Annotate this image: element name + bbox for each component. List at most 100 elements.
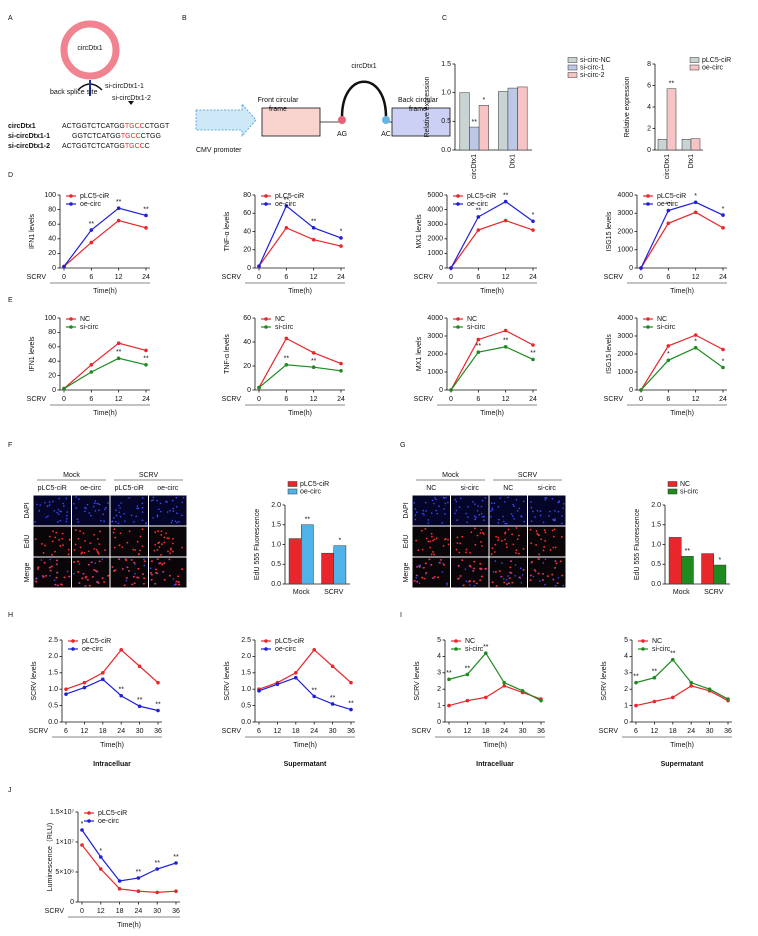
significance: ** [685,548,691,555]
edu-spot [537,572,540,575]
point [502,680,507,685]
seq-name: si-circDtx1-2 [8,143,50,150]
nucleus [159,502,162,505]
legend-label: si-circ-NC [580,57,611,64]
nucleus [542,562,545,564]
circ-rna [60,20,120,80]
y-axis-label: IFN1 levels [29,336,36,372]
nucleus [415,511,418,514]
nucleus [477,505,479,507]
edu-spot [455,548,458,551]
nucleus [156,515,159,518]
x-tick-label: 6 [447,728,451,735]
nucleus [160,510,162,513]
point [155,867,159,871]
significance: ** [116,199,122,206]
y-tick-label: 100 [44,315,56,322]
significance: * [667,351,670,358]
point [671,695,675,700]
point [156,680,160,685]
caption: Supermatant [661,761,704,768]
edu-spot [67,553,70,556]
panel-label: E [8,297,13,304]
row-label: EdU [24,535,31,549]
edu-spot [163,536,166,539]
point [447,677,451,682]
nucleus [49,558,51,561]
edu-spot [163,578,166,581]
edu-spot [175,580,178,583]
legend-label: si-circ [680,488,699,495]
sirna-label: si-circDtx1-1 [105,83,144,90]
edu-spot [416,565,419,568]
point [693,333,698,337]
seq-part: C [145,143,150,150]
nucleus [530,506,533,509]
y-axis-label: ISG15 levels [606,211,613,251]
edu-spot [77,537,80,540]
nucleus [125,579,128,582]
y-tick-label: 1.5 [271,522,281,529]
edu-spot [42,552,45,554]
series-line [450,346,534,391]
nucleus [465,580,468,583]
front-frame [261,107,321,137]
point [284,204,289,208]
edu-spot [50,569,52,572]
y-tick-label: 1.0 [651,541,661,548]
nucleus [130,514,133,517]
edu-spot [522,548,525,550]
point [330,702,335,706]
bar [333,545,347,585]
point [634,703,638,708]
nucleus [171,519,174,522]
edu-spot [175,583,177,586]
x-tick-label: 24 [142,396,150,403]
nucleus [443,508,445,510]
panel-label: J [8,787,12,794]
significance: ** [465,665,471,672]
edu-spot [51,540,54,543]
edu-spot [443,563,446,566]
edu-spot [122,568,124,570]
nucleus [498,518,500,521]
y-tick-label: 0 [70,899,74,906]
nucleus [444,513,446,515]
edu-spot [414,579,416,582]
bar [681,556,694,585]
edu-spot [479,562,482,565]
series-line [258,364,342,389]
x-tick-label: 6 [64,728,68,735]
nucleus [425,572,427,575]
nucleus [474,503,476,505]
column-label: si-circ [461,485,480,492]
point [312,694,317,699]
nucleus [98,503,101,506]
legend-label: pLC5-ciR [275,638,304,645]
nucleus [149,567,152,570]
significance: ** [143,206,149,213]
significance: ** [137,697,143,704]
legend-marker [69,317,73,321]
nucleus [48,504,51,506]
y-axis-label: ISG15 levels [606,334,613,374]
significance: ** [154,860,160,867]
nucleus [49,575,51,577]
nucleus [90,514,92,517]
edu-spot [472,569,475,572]
edu-spot [430,532,433,535]
edu-spot [547,575,549,578]
edu-spot [495,571,497,573]
y-tick-label: 1 [624,702,628,709]
edu-spot [509,566,512,569]
y-tick-label: 40 [48,236,56,243]
point [99,867,103,871]
legend-label: oe-circ [657,201,679,208]
edu-spot [87,578,89,581]
significance: * [722,206,725,213]
site-label: back splice site [50,89,98,96]
panel-label: F [8,442,12,449]
point [639,388,643,392]
y-tick-label: 1.0 [48,686,58,693]
edu-spot [141,545,144,548]
